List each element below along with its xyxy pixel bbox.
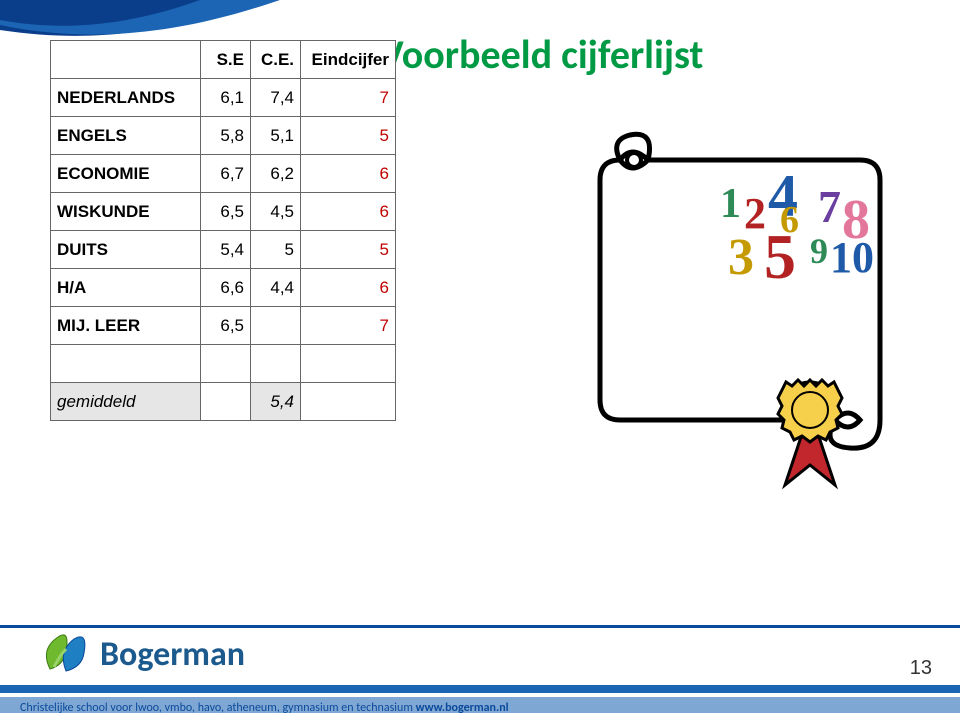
se-cell: 5,8 (201, 117, 251, 155)
eind-cell: 7 (301, 79, 396, 117)
se-cell: 6,5 (201, 307, 251, 345)
decor-number: 3 (728, 228, 754, 287)
subject-cell: NEDERLANDS (51, 79, 201, 117)
decor-number: 10 (830, 232, 874, 283)
ce-cell: 6,2 (251, 155, 301, 193)
header-eind: Eindcijfer (301, 41, 396, 79)
eind-cell: 6 (301, 155, 396, 193)
ce-cell: 5,1 (251, 117, 301, 155)
decor-number: 1 (720, 180, 741, 228)
subject-cell: ECONOMIE (51, 155, 201, 193)
se-cell: 6,7 (201, 155, 251, 193)
header-se: S.E (201, 41, 251, 79)
subject-cell: MIJ. LEER (51, 307, 201, 345)
subject-cell: ENGELS (51, 117, 201, 155)
eind-cell: 5 (301, 231, 396, 269)
logo-mark-icon (40, 629, 92, 679)
subject-cell: WISKUNDE (51, 193, 201, 231)
decor-number: 9 (810, 230, 828, 272)
page-number: 13 (910, 657, 932, 680)
subject-cell: H/A (51, 269, 201, 307)
eind-cell: 5 (301, 117, 396, 155)
eind-cell: 6 (301, 269, 396, 307)
header-subject (51, 41, 201, 79)
table-row: H/A6,64,46 (51, 269, 396, 307)
footer: Bogerman Christelijke school voor lwoo, … (0, 625, 960, 715)
gemiddeld-label: gemiddeld (51, 383, 201, 421)
decor-number: 7 (818, 180, 841, 233)
footer-url: www.bogerman.nl (416, 701, 509, 715)
spacer-row (51, 345, 396, 383)
ce-cell: 5 (251, 231, 301, 269)
eind-cell: 7 (301, 307, 396, 345)
eind-cell: 6 (301, 193, 396, 231)
table-header-row: S.E C.E. Eindcijfer (51, 41, 396, 79)
ce-cell: 7,4 (251, 79, 301, 117)
table-row: DUITS5,455 (51, 231, 396, 269)
footer-tagline: Christelijke school voor lwoo, vmbo, hav… (20, 701, 509, 715)
ce-cell: 4,4 (251, 269, 301, 307)
footer-band (0, 625, 960, 628)
table-row: NEDERLANDS6,17,47 (51, 79, 396, 117)
ce-cell (251, 307, 301, 345)
grades-table: S.E C.E. Eindcijfer NEDERLANDS6,17,47ENG… (50, 40, 396, 421)
se-cell: 6,1 (201, 79, 251, 117)
page-title: Voorbeeld cijferlijst (380, 30, 703, 79)
certificate-scroll-icon (560, 120, 920, 500)
se-cell: 5,4 (201, 231, 251, 269)
se-cell: 6,6 (201, 269, 251, 307)
footer-band (0, 685, 960, 693)
subject-cell: DUITS (51, 231, 201, 269)
decor-number: 5 (764, 220, 796, 294)
header-ce: C.E. (251, 41, 301, 79)
se-cell: 6,5 (201, 193, 251, 231)
table-row: ECONOMIE6,76,26 (51, 155, 396, 193)
brand-name: Bogerman (100, 634, 245, 675)
ce-cell: 4,5 (251, 193, 301, 231)
brand-logo: Bogerman (40, 629, 245, 679)
gemiddeld-value: 5,4 (251, 383, 301, 421)
table-row: MIJ. LEER6,5 7 (51, 307, 396, 345)
table-row: WISKUNDE6,54,56 (51, 193, 396, 231)
table-row: ENGELS5,85,15 (51, 117, 396, 155)
gemiddeld-row: gemiddeld 5,4 (51, 383, 396, 421)
tagline-text: Christelijke school voor lwoo, vmbo, hav… (20, 701, 413, 715)
